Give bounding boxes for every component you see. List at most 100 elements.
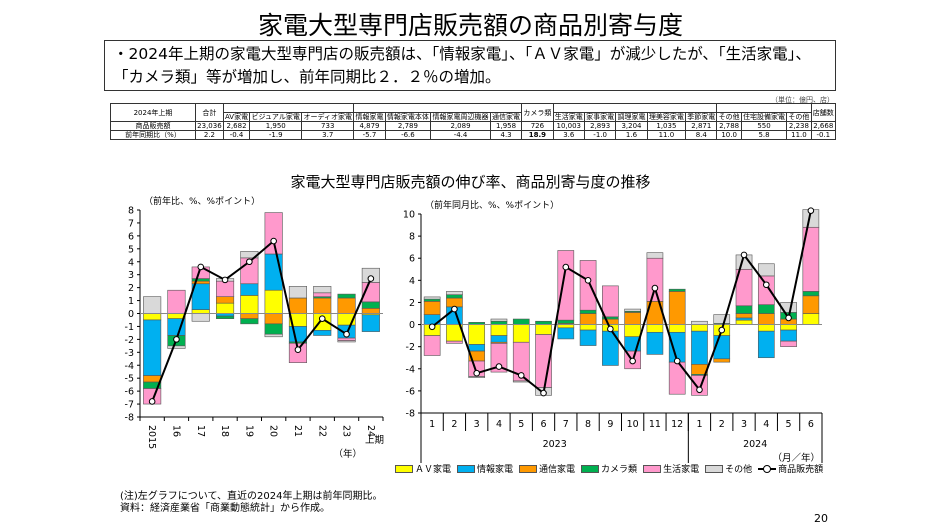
- sales-point: [696, 386, 703, 394]
- header-cell: オーディオ家電: [301, 112, 355, 122]
- x-tick-label: 24: [365, 425, 376, 437]
- period-label: 2024年上期: [133, 108, 173, 117]
- bar-segment-life: [602, 285, 619, 318]
- bar-segment-life: [557, 250, 575, 321]
- bar-segment-av: [264, 289, 283, 314]
- page-title: 家電大型専門店販売額の商品別寄与度: [257, 11, 683, 40]
- bar-segment-av: [216, 302, 235, 314]
- y-tick-label: -8: [125, 413, 134, 424]
- bar-segment-comm: [240, 313, 259, 319]
- x-tick-label: 10: [627, 419, 639, 430]
- legend-swatch: [395, 464, 413, 473]
- bar-segment-comm: [288, 297, 307, 314]
- sales-point: [562, 263, 570, 271]
- bar-segment-av: [757, 324, 775, 332]
- legend-label: 情報家電: [477, 465, 514, 475]
- table-cell: 10,003: [552, 121, 585, 131]
- bar-segment-life: [167, 289, 186, 314]
- chart-legend: ＡＶ家電 情報家電 通信家電 カメラ類 生活家電 その他 商品販売額: [395, 462, 823, 475]
- y-tick-label: -4: [125, 361, 134, 372]
- legend-label: ＡＶ家電: [415, 465, 452, 475]
- table-cell: 1.6: [615, 130, 648, 140]
- last-category-note: 上期: [365, 435, 384, 446]
- header-cell: その他: [786, 112, 812, 122]
- table-cell: 2,089: [430, 121, 491, 131]
- table-cell: 8.4: [685, 130, 718, 140]
- sales-point: [318, 315, 326, 322]
- sales-point: [473, 369, 480, 377]
- x-tick-label: 22: [316, 425, 327, 437]
- annual-chart: （前年比、%、%ポイント）-8-7-6-5-4-3-2-101234567820…: [125, 195, 384, 460]
- x-tick-label: 23: [341, 425, 352, 437]
- y-tick-label: 8: [128, 206, 134, 217]
- bar-segment-info: [468, 344, 486, 352]
- bar-segment-other: [288, 286, 307, 299]
- bar-segment-life: [646, 257, 664, 302]
- bar-segment-info: [240, 283, 259, 296]
- table-cell: 2,893: [583, 121, 617, 131]
- header-cell: 家事家電: [583, 112, 617, 122]
- bar-segment-life: [216, 280, 235, 297]
- table-cell: 550: [740, 121, 788, 131]
- sales-point: [428, 323, 436, 331]
- bar-segment-other: [713, 314, 731, 324]
- header-cell: 理美容家電: [646, 112, 687, 122]
- header-cell: 情報家電本体: [384, 112, 432, 122]
- bar-segment-info: [735, 317, 753, 321]
- x-tick-label: 4: [763, 419, 769, 430]
- x-tick-label: 1: [696, 419, 702, 430]
- bar-segment-camera: [512, 318, 530, 325]
- y-axis-label: （前年比、%、%ポイント）: [144, 195, 260, 207]
- bar-segment-comm: [579, 313, 597, 325]
- y-tick-label: 6: [128, 231, 134, 242]
- bar-segment-other: [490, 318, 508, 322]
- x-tick-label: 17: [195, 425, 206, 437]
- header-cell: 情報家電: [353, 112, 386, 122]
- y-tick-label: -3: [125, 348, 134, 359]
- year-group-label: 2024: [743, 439, 767, 450]
- bar-segment-comm: [735, 313, 753, 319]
- header-cell: ビジュアル家電: [249, 112, 303, 122]
- header-cell: AV家電: [222, 112, 251, 122]
- y-tick-label: 4: [409, 276, 415, 287]
- bar-segment-comm: [602, 318, 619, 325]
- row-label: 前年同期比（%）: [110, 130, 196, 140]
- bar-segment-camera: [735, 305, 753, 314]
- bar-segment-av: [512, 324, 530, 343]
- bar-segment-comm: [713, 358, 731, 363]
- chart-subtitle: 家電大型専門店販売額の伸び率、商品別寄与度の推移: [290, 173, 651, 191]
- bar-segment-other: [337, 340, 356, 343]
- legend-label: その他: [725, 465, 753, 475]
- row-label: 商品販売額: [110, 121, 196, 131]
- sales-point: [740, 251, 748, 259]
- x-tick-label: 8: [585, 419, 591, 430]
- y-tick-label: 1: [128, 296, 134, 307]
- bar-segment-camera: [361, 301, 380, 309]
- bar-segment-camera: [557, 319, 575, 324]
- y-tick-label: -6: [125, 387, 134, 398]
- legend-item-av: ＡＶ家電: [395, 462, 451, 475]
- table-cell: 2.2: [195, 130, 224, 140]
- sales-point: [495, 363, 503, 370]
- sales-point: [785, 314, 792, 322]
- bar-segment-comm: [264, 313, 283, 325]
- bar-segment-life: [579, 260, 597, 311]
- bar-segment-av: [691, 324, 708, 332]
- y-tick-label: 10: [403, 210, 415, 221]
- table-unit: （単位：億円、店）: [771, 96, 834, 104]
- bar-segment-life: [313, 292, 332, 297]
- table-cell: 2,788: [716, 121, 742, 131]
- y-tick-label: -8: [406, 409, 415, 420]
- table-cell: 11.0: [786, 130, 812, 140]
- header-cell: 生活家電: [552, 112, 585, 122]
- table-cell: 3.6: [552, 130, 585, 140]
- y-tick-label: -2: [406, 342, 415, 353]
- group-header-info: [353, 103, 523, 113]
- table-cell: 5.8: [740, 130, 788, 140]
- bar-segment-life: [423, 335, 441, 356]
- x-tick-label: 4: [496, 419, 502, 430]
- bar-segment-camera: [668, 288, 686, 292]
- header-cell: カメラ類: [521, 103, 554, 122]
- bar-segment-info: [557, 327, 575, 340]
